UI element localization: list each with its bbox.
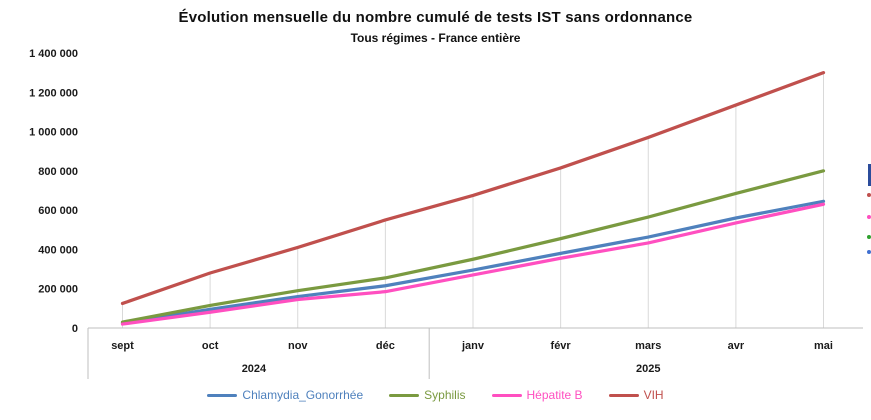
- series-line-H-patite-B: [120, 202, 826, 326]
- cropped-legend-dot: [867, 193, 871, 197]
- y-tick-label: 1 400 000: [29, 48, 78, 60]
- chart-subtitle: Tous régimes - France entière: [350, 31, 521, 45]
- chart-title: Évolution mensuelle du nombre cumulé de …: [178, 9, 693, 26]
- legend-label: VIH: [643, 388, 664, 402]
- x-tick-label: oct: [202, 340, 219, 352]
- y-tick-label: 200 000: [38, 284, 78, 296]
- legend-swatch: [608, 393, 639, 397]
- cropped-bar-fragment: [868, 164, 871, 186]
- legend-item[interactable]: VIH: [608, 388, 664, 402]
- legend-label: Chlamydia_Gonorrhée: [242, 388, 364, 402]
- y-tick-label: 800 000: [38, 166, 78, 178]
- cropped-legend-dot: [867, 250, 871, 254]
- x-tick-label: mai: [814, 340, 833, 352]
- x-tick-label: avr: [728, 340, 745, 352]
- y-tick-label: 0: [72, 323, 78, 335]
- legend-item[interactable]: Hépatite B: [491, 388, 583, 402]
- x-tick-label: nov: [288, 340, 308, 352]
- y-tick-label: 400 000: [38, 244, 78, 256]
- series-line-VIH: [120, 71, 826, 306]
- cropped-legend-dot: [867, 215, 871, 219]
- legend-item[interactable]: Syphilis: [389, 388, 466, 402]
- x-tick-label: mars: [635, 340, 661, 352]
- legend-label: Syphilis: [424, 388, 466, 402]
- x-tick-label: sept: [111, 340, 134, 352]
- x-tick-label: janv: [461, 340, 485, 352]
- x-group-label: 2025: [636, 363, 660, 375]
- x-tick-label: déc: [376, 340, 395, 352]
- series-line-Syphilis: [120, 169, 826, 324]
- legend-item[interactable]: Chlamydia_Gonorrhée: [207, 388, 363, 402]
- y-tick-label: 1 200 000: [29, 87, 78, 99]
- x-group-label: 2024: [242, 363, 267, 375]
- legend-label: Hépatite B: [526, 388, 583, 402]
- legend-swatch: [491, 393, 522, 397]
- x-tick-label: févr: [551, 340, 572, 352]
- series-line-Chlamydia-Gonorrh-e: [120, 199, 826, 325]
- y-tick-label: 1 000 000: [29, 127, 78, 139]
- cropped-legend-dot: [867, 235, 871, 239]
- legend-swatch: [207, 393, 238, 397]
- y-tick-label: 600 000: [38, 205, 78, 217]
- legend: Chlamydia_Gonorrhée Syphilis Hépatite B VIH: [20, 388, 851, 402]
- legend-swatch: [389, 393, 420, 397]
